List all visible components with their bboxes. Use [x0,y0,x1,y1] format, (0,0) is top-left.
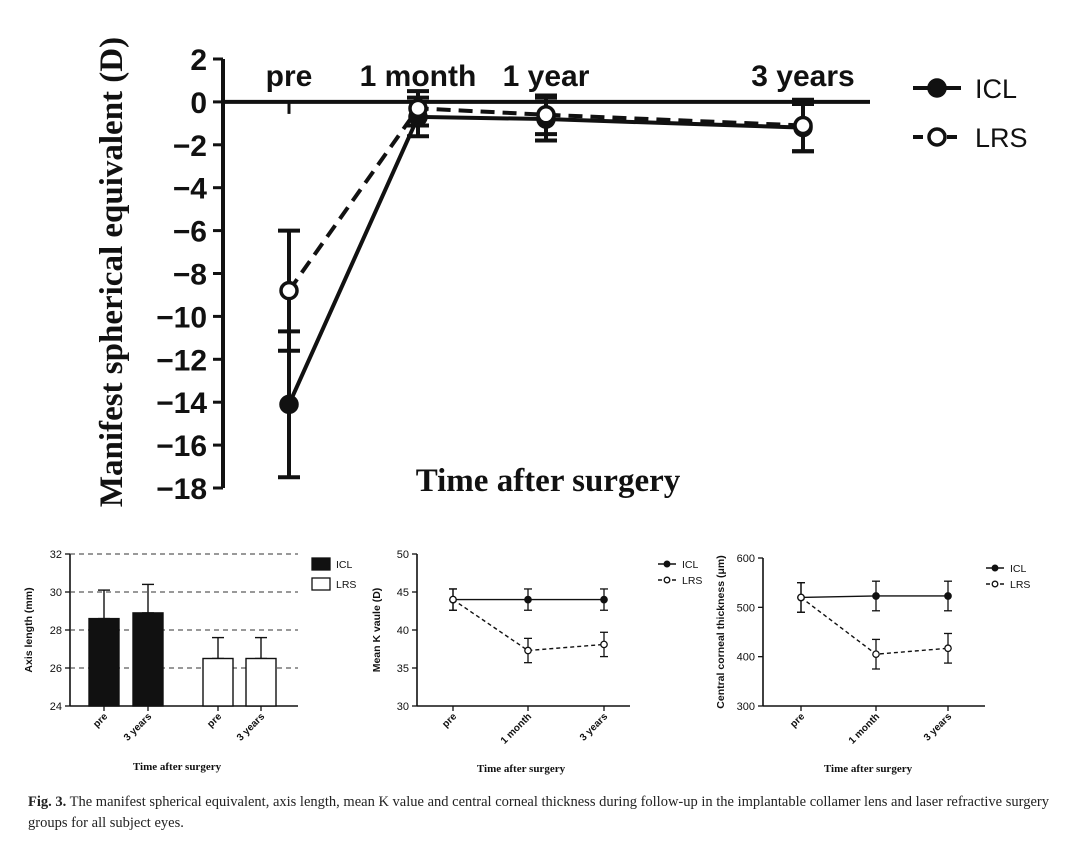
main-y-tick-label: −14 [156,387,207,420]
kvalue-point-lrs [449,595,457,604]
kvalue-y-tick-label: 30 [397,701,409,713]
cct-x-tick-label: 3 years [922,711,954,743]
main-point-lrs [279,280,299,301]
kvalue-y-tick-label: 35 [397,663,409,675]
main-legend-marker-icl [927,78,947,98]
kvalue-x-tick-label: pre [440,711,459,730]
axis-legend-label-icl: ICL [336,559,353,571]
cct-y-tick-label: 500 [737,602,755,614]
main-y-tick-label: 0 [190,87,207,120]
main-x-tick-label: 1 year [503,60,590,93]
axis-x-axis-title: Time after surgery [133,761,222,773]
kvalue-legend-label-icl: ICL [682,559,699,571]
kvalue-point-icl [600,595,608,604]
cct-point-lrs [944,644,952,653]
axis-y-tick-label: 24 [50,701,62,713]
axis-x-tick-label: 3 years [235,711,267,743]
kvalue-point-lrs [600,640,608,649]
cct-point-icl [944,592,952,600]
caption-text: The manifest spherical equivalent, axis … [28,794,1049,831]
cct-x-tick-label: pre [788,711,807,730]
kvalue-x-tick-label: 1 month [499,711,534,746]
axis-y-tick-label: 28 [50,625,62,637]
axis-x-tick-label: 3 years [122,711,154,743]
main-point-lrs [536,105,556,125]
axis-y-tick-label: 26 [50,663,62,675]
cct-y-axis-title: Central corneal thickness (μm) [715,555,727,708]
kvalue-x-axis-title: Time after surgery [477,763,566,775]
caption-label: Fig. 3. [28,794,67,810]
kvalue-legend-marker-lrs [663,576,671,584]
cct-point-icl [872,592,880,600]
axis-y-axis-title: Axis length (mm) [23,587,35,672]
cct-x-axis-title: Time after surgery [824,763,913,775]
axis-x-tick-label: pre [205,711,224,730]
cct-legend-marker-lrs [991,580,999,588]
axis-legend-label-lrs: LRS [336,579,356,591]
main-y-tick-label: −18 [156,473,207,506]
main-point-icl [279,394,299,415]
cct-x-tick-label: 1 month [847,711,882,746]
axis-bar-icl [132,612,164,707]
main-series-line-icl [287,114,804,406]
main-y-tick-label: −10 [156,301,207,334]
kvalue-series-line-lrs [452,599,605,652]
kvalue-y-tick-label: 50 [397,549,409,561]
main-point-lrs [408,98,428,119]
cct-legend-label-lrs: LRS [1010,579,1030,591]
cct-legend-marker-icl [991,564,999,572]
main-legend-label-lrs: LRS [975,123,1028,153]
kvalue-x-tick-label: 3 years [578,711,610,743]
axis-bar-icl [88,617,120,707]
main-legend-marker-lrs [927,127,947,147]
cct-point-lrs [797,593,805,602]
main-x-tick-label: 1 month [360,60,477,93]
main-legend-label-icl: ICL [975,74,1017,104]
cct-series-line-lrs [800,596,949,655]
cct-legend-label-icl: ICL [1010,563,1027,575]
cct-y-tick-label: 400 [737,652,755,664]
main-series-line-lrs [287,106,804,292]
main-y-tick-label: −12 [156,344,207,377]
cct-point-lrs [872,650,880,659]
axis-bar-lrs [202,657,234,707]
axis-legend-box-lrs [311,577,331,591]
axis-legend-box-icl [311,557,331,571]
kvalue-point-lrs [524,646,532,655]
main-y-axis-title: Manifest spherical equivalent (D) [94,37,130,507]
main-y-tick-label: −6 [173,216,207,249]
main-y-tick-label: −2 [173,130,207,163]
kvalue-point-icl [524,595,532,604]
main-y-tick-label: 2 [190,44,207,77]
axis-y-tick-label: 32 [50,549,62,561]
figure-caption: Fig. 3. The manifest spherical equivalen… [28,792,1058,834]
kvalue-y-axis-title: Mean K vaule (D) [371,588,383,673]
main-x-tick-label: pre [266,60,313,93]
main-y-tick-label: −16 [156,430,207,463]
main-x-axis-title: Time after surgery [416,463,681,499]
axis-y-tick-label: 30 [50,587,62,599]
axis-x-tick-label: pre [91,711,110,730]
axis-bar-lrs [245,657,277,707]
kvalue-y-tick-label: 40 [397,625,409,637]
main-point-lrs [793,115,813,136]
main-y-tick-label: −8 [173,259,207,292]
cct-y-tick-label: 600 [737,553,755,565]
kvalue-legend-marker-icl [663,560,671,568]
main-x-tick-label: 3 years [751,60,854,93]
kvalue-legend-label-lrs: LRS [682,575,702,587]
cct-y-tick-label: 300 [737,701,755,713]
main-y-tick-label: −4 [173,173,208,206]
kvalue-y-tick-label: 45 [397,587,409,599]
